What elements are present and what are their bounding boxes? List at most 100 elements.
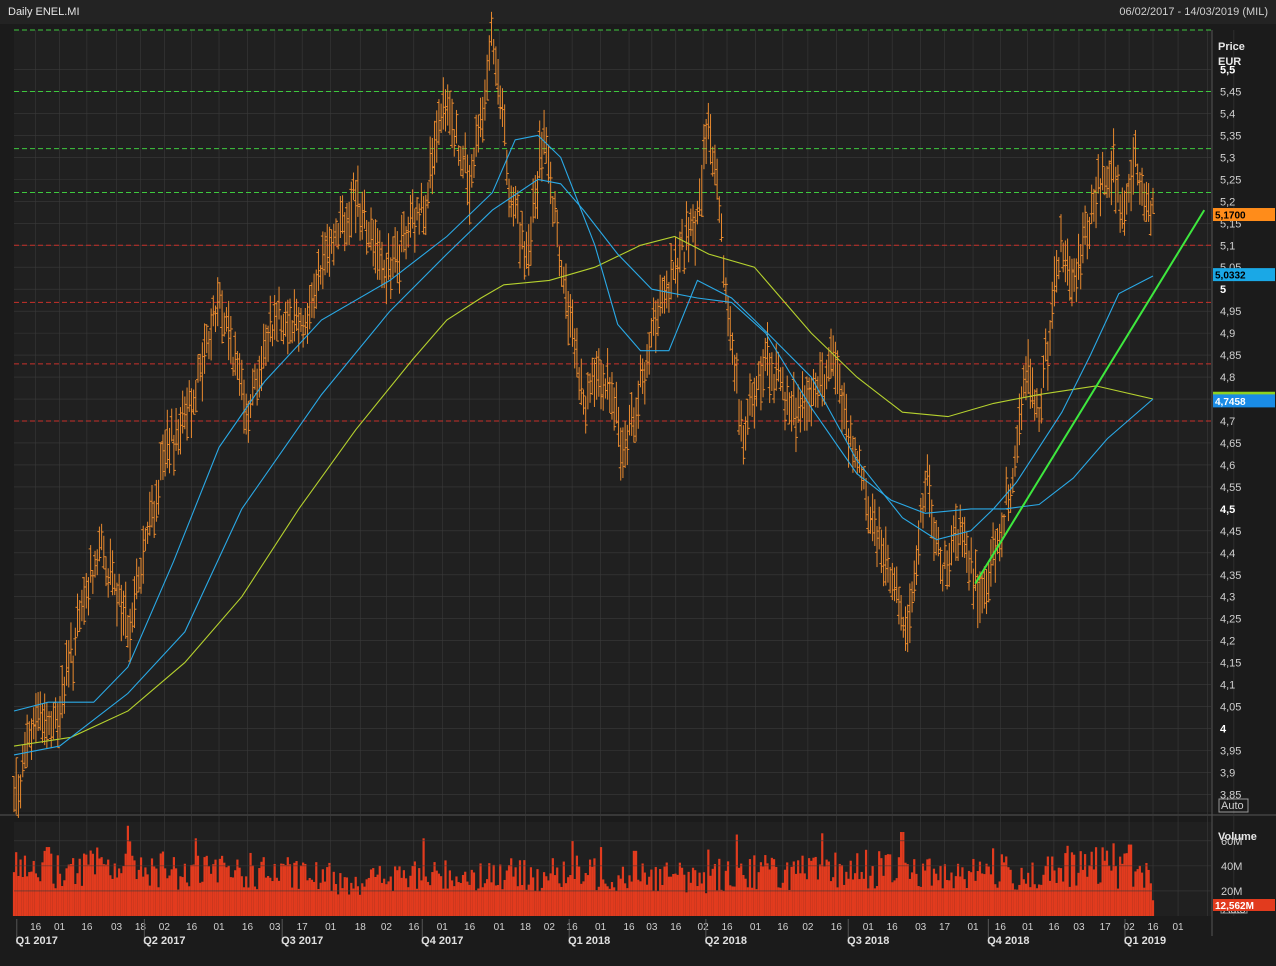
volume-bar — [788, 889, 791, 916]
volume-bar — [135, 879, 138, 916]
volume-bar — [229, 877, 232, 916]
volume-bar — [586, 875, 589, 916]
y-tick-label: 4,1 — [1220, 680, 1235, 692]
volume-bar — [312, 881, 316, 916]
volume-bar — [772, 859, 776, 916]
x-tick-label: 01 — [54, 922, 66, 933]
volume-bar — [1147, 869, 1150, 916]
volume-bar — [1046, 856, 1049, 916]
x-tick-label: 01 — [437, 922, 449, 933]
volume-bar — [266, 876, 270, 916]
x-tick-label: 01 — [595, 922, 607, 933]
volume-bar — [453, 886, 456, 916]
moving-average-fast — [13, 134, 1154, 712]
volume-bar — [113, 863, 116, 916]
volume-bar — [718, 858, 721, 916]
volume-bar — [477, 888, 480, 916]
volume-bar — [672, 874, 675, 916]
volume-bar — [926, 859, 929, 916]
volume-bar — [128, 841, 132, 916]
volume-tick-label: 60M — [1221, 836, 1242, 848]
volume-bar — [468, 884, 471, 916]
volume-bar — [974, 880, 977, 916]
moving-average-slow — [13, 235, 1154, 747]
volume-bar — [987, 866, 990, 916]
volume-bar — [617, 875, 620, 916]
volume-bar — [512, 876, 515, 916]
volume-bar — [624, 883, 627, 916]
volume-bar — [179, 876, 182, 916]
volume-bar — [654, 867, 657, 916]
volume-bar — [148, 885, 151, 916]
volume-bar — [223, 862, 226, 916]
volume-bar — [115, 877, 119, 916]
volume-bar — [282, 863, 285, 916]
volume-bar — [422, 838, 425, 916]
y-tick-label: 3,85 — [1220, 789, 1241, 801]
volume-bar — [597, 886, 600, 916]
volume-bar — [516, 886, 519, 916]
volume-bar — [139, 857, 143, 916]
y-tick-label: 5,15 — [1220, 218, 1241, 230]
volume-bar — [661, 885, 664, 916]
x-tick-label: 01 — [750, 922, 762, 933]
x-tick-label: 16 — [831, 922, 843, 933]
volume-bar — [707, 849, 710, 916]
y-tick-label: 4,15 — [1220, 658, 1241, 670]
volume-bar — [308, 878, 311, 916]
x-tick-label: 17 — [939, 922, 951, 933]
volume-bar — [205, 855, 208, 916]
volume-bar — [748, 859, 752, 916]
volume-bar — [15, 852, 18, 916]
volume-bar — [1075, 885, 1078, 916]
volume-bar — [992, 848, 995, 916]
volume-bar — [19, 859, 22, 916]
volume-bar — [1116, 888, 1120, 916]
volume-bar — [496, 884, 500, 916]
volume-bar — [514, 867, 517, 916]
volume-bar — [492, 864, 495, 916]
volume-bar — [385, 884, 388, 916]
volume-bar — [628, 875, 631, 916]
volume-bar — [231, 877, 235, 916]
x-tick-label: 02 — [698, 922, 710, 933]
volume-bar — [740, 863, 743, 916]
volume-bar — [1097, 883, 1100, 916]
volume-bar — [705, 893, 708, 916]
x-tick-label: 01 — [494, 922, 506, 933]
volume-bar — [972, 858, 975, 916]
volume-bar — [1081, 869, 1085, 916]
x-tick-label: 02 — [1124, 922, 1136, 933]
y-tick-label: 3,9 — [1220, 767, 1235, 779]
volume-bar — [608, 888, 611, 916]
volume-bar — [873, 888, 876, 916]
volume-bar — [545, 876, 548, 916]
volume-bar — [689, 882, 692, 916]
volume-bar — [107, 859, 110, 916]
volume-bar — [917, 886, 920, 916]
volume-bar — [1070, 852, 1074, 916]
volume-bar — [1048, 880, 1052, 916]
volume-bar — [490, 882, 493, 916]
x-tick-label: 03 — [1073, 922, 1085, 933]
volume-bar — [380, 882, 384, 916]
volume-bar — [900, 832, 903, 916]
volume-bar — [584, 873, 587, 916]
volume-bar — [499, 864, 502, 916]
volume-bar — [41, 862, 44, 916]
volume-bar — [536, 869, 539, 916]
y-tick-label: 4,2 — [1220, 636, 1235, 648]
volume-bar — [538, 891, 541, 916]
volume-bar — [284, 865, 287, 916]
volume-bar — [247, 887, 250, 916]
volume-bar — [426, 881, 430, 916]
x-tick-label: 01 — [1172, 922, 1184, 933]
volume-bar — [253, 886, 257, 916]
volume-bar — [334, 884, 338, 916]
volume-bar — [523, 860, 526, 916]
volume-bar — [293, 862, 296, 916]
volume-bar — [286, 857, 289, 916]
volume-bar — [663, 866, 666, 916]
